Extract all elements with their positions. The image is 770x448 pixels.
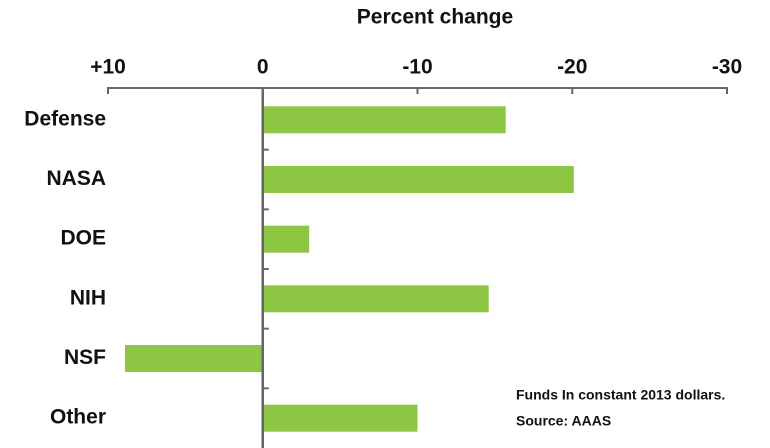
bar <box>262 285 489 313</box>
x-tick-label: +10 <box>90 56 126 79</box>
bar <box>262 404 418 432</box>
y-tick-label: DOE <box>60 227 106 250</box>
note: Funds In constant 2013 dollars. <box>516 387 725 403</box>
bar <box>262 106 506 134</box>
x-tick-label: -30 <box>712 56 742 79</box>
x-tick-label: -10 <box>402 56 432 79</box>
x-tick-label: 0 <box>257 56 269 79</box>
y-tick-label: NIH <box>70 286 106 309</box>
bar <box>262 166 574 193</box>
bar <box>125 345 263 372</box>
y-tick-label: Other <box>50 406 106 429</box>
y-tick-label: NSF <box>64 346 106 369</box>
y-tick-label: NASA <box>46 167 106 190</box>
note: Source: AAAS <box>516 413 611 429</box>
axis-title: Percent change <box>357 6 513 29</box>
bar <box>262 225 310 253</box>
y-tick-label: Defense <box>24 107 106 130</box>
x-tick-label: -20 <box>557 56 587 79</box>
